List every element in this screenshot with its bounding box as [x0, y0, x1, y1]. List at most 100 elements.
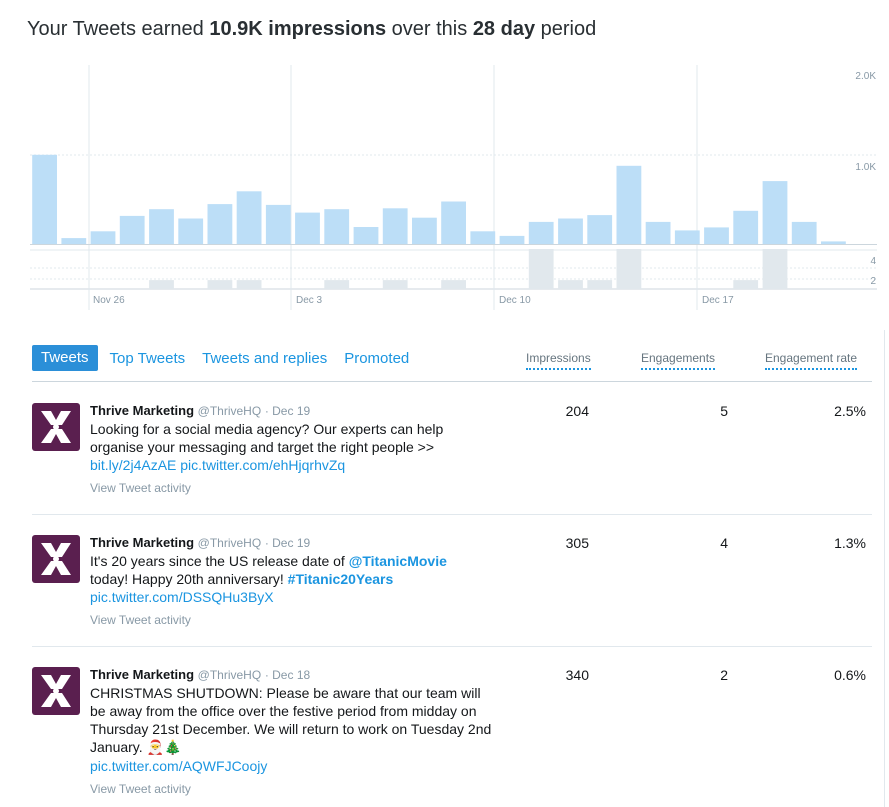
x-tick-label: Dec 17 — [702, 295, 734, 306]
tweet-text: Looking for a social media agency? Our e… — [90, 420, 495, 474]
impression-bar — [558, 218, 583, 244]
y-tick-label: 1.0K — [855, 162, 876, 173]
tweet-date[interactable]: · Dec 19 — [264, 404, 311, 418]
column-impressions[interactable]: Impressions — [526, 351, 591, 370]
thrive-logo-icon — [41, 543, 71, 575]
impression-bar — [645, 221, 671, 244]
engagement-rate-value: 0.6% — [834, 667, 866, 683]
avatar[interactable] — [32, 667, 80, 715]
author-handle[interactable]: @ThriveHQ — [197, 536, 262, 550]
tweet-row: Thrive Marketing @ThriveHQ · Dec 19 It's… — [32, 535, 872, 645]
engagement-bar — [236, 280, 262, 289]
impression-bar — [324, 209, 350, 245]
headline-impressions: 10.9K impressions — [209, 18, 387, 40]
x-tick-label: Dec 10 — [499, 295, 531, 306]
author-name[interactable]: Thrive Marketing — [90, 667, 195, 682]
mention-link[interactable]: @TitanicMovie — [348, 553, 447, 569]
impression-bar — [119, 215, 145, 244]
engagement-bar — [149, 280, 174, 289]
impression-bar — [704, 227, 729, 244]
tweet-content: Thrive Marketing @ThriveHQ · Dec 18 CHRI… — [90, 667, 495, 796]
impression-bar — [382, 208, 408, 244]
impression-bar — [470, 231, 496, 245]
headline-prefix: Your Tweets earned — [27, 18, 210, 40]
panel-border — [884, 330, 885, 807]
tweet-meta: Thrive Marketing @ThriveHQ · Dec 19 — [90, 403, 495, 419]
impression-bar — [528, 221, 554, 244]
hashtag-link[interactable]: #Titanic20Years — [287, 571, 394, 587]
tweet-body: CHRISTMAS SHUTDOWN: Please be aware that… — [90, 685, 492, 755]
tweet-media-link[interactable]: pic.twitter.com/AQWFJCoojy — [90, 758, 268, 774]
impression-bar — [412, 217, 437, 245]
impressions-chart: 2.0K 1.0K 4 2 Nov 26 Dec 3 Dec 10 Dec 17 — [30, 65, 877, 310]
author-name[interactable]: Thrive Marketing — [90, 535, 195, 550]
thrive-logo-icon — [41, 675, 71, 707]
header-divider — [32, 381, 872, 382]
column-engagements[interactable]: Engagements — [641, 351, 716, 370]
headline-period: 28 day — [472, 18, 536, 40]
impression-bar — [236, 191, 262, 244]
impression-bar — [616, 165, 642, 244]
tweet-row: Thrive Marketing @ThriveHQ · Dec 18 CHRI… — [32, 667, 872, 807]
impressions-headline: Your Tweets earned 10.9K impressions ove… — [27, 18, 596, 41]
headline-suffix: period — [535, 18, 597, 40]
engagement-bar — [528, 249, 554, 289]
row-divider — [32, 646, 872, 647]
avatar[interactable] — [32, 535, 80, 583]
impression-bar — [353, 227, 379, 244]
author-name[interactable]: Thrive Marketing — [90, 403, 195, 418]
tweet-body: Looking for a social media agency? Our e… — [90, 421, 444, 455]
thrive-logo-icon — [41, 411, 71, 443]
impression-bar — [441, 201, 466, 244]
engagement-bar — [762, 249, 788, 289]
tab-tweets-and-replies[interactable]: Tweets and replies — [202, 349, 328, 367]
tab-tweets[interactable]: Tweets — [32, 345, 98, 371]
engagement-bar — [207, 280, 233, 289]
engagements-value: 4 — [720, 535, 728, 551]
tweet-date[interactable]: · Dec 19 — [264, 536, 311, 550]
tweet-text: It's 20 years since the US release date … — [90, 552, 495, 606]
tweet-body-end: today! Happy 20th anniversary! — [90, 571, 288, 587]
tweet-tabs: Tweets Top Tweets Tweets and replies Pro… — [32, 345, 426, 371]
tweet-text: CHRISTMAS SHUTDOWN: Please be aware that… — [90, 684, 495, 775]
tab-top-tweets[interactable]: Top Tweets — [109, 349, 186, 367]
tweet-row: Thrive Marketing @ThriveHQ · Dec 19 Look… — [32, 403, 872, 513]
tweet-date[interactable]: · Dec 18 — [264, 668, 311, 682]
y-tick-label: 4 — [870, 256, 876, 267]
tweet-media-link[interactable]: pic.twitter.com/ehHjqrhvZq — [180, 457, 346, 473]
avatar[interactable] — [32, 403, 80, 451]
engagement-bar — [587, 280, 613, 289]
engagement-bar — [616, 249, 642, 289]
view-tweet-activity-link[interactable]: View Tweet activity — [90, 782, 191, 796]
impression-bar — [207, 204, 233, 245]
view-tweet-activity-link[interactable]: View Tweet activity — [90, 613, 191, 627]
view-tweet-activity-link[interactable]: View Tweet activity — [90, 481, 191, 495]
tab-promoted[interactable]: Promoted — [344, 349, 410, 367]
engagement-bar — [733, 280, 759, 289]
tweet-content: Thrive Marketing @ThriveHQ · Dec 19 It's… — [90, 535, 495, 627]
column-engagement-rate[interactable]: Engagement rate — [765, 351, 858, 370]
tweet-media-link[interactable]: pic.twitter.com/DSSQHu3ByX — [90, 589, 274, 605]
impression-bar — [90, 231, 116, 245]
impression-bar — [499, 235, 525, 244]
impression-bar — [821, 241, 846, 244]
y-tick-label: 2.0K — [855, 71, 876, 82]
engagement-bar — [558, 280, 583, 289]
impression-bar — [733, 210, 759, 244]
impression-bar — [61, 238, 87, 245]
x-tick-label: Nov 26 — [93, 295, 125, 306]
engagement-rate-value: 2.5% — [834, 403, 866, 419]
tweet-link[interactable]: bit.ly/2j4AzAE — [90, 457, 177, 473]
author-handle[interactable]: @ThriveHQ — [197, 404, 262, 418]
tweet-content: Thrive Marketing @ThriveHQ · Dec 19 Look… — [90, 403, 495, 495]
row-divider — [32, 514, 872, 515]
engagements-value: 5 — [720, 403, 728, 419]
engagement-rate-value: 1.3% — [834, 535, 866, 551]
impression-bar — [178, 218, 204, 244]
impression-bar — [265, 204, 291, 244]
tweet-meta: Thrive Marketing @ThriveHQ · Dec 19 — [90, 535, 495, 551]
tweet-body-start: It's 20 years since the US release date … — [90, 553, 349, 569]
author-handle[interactable]: @ThriveHQ — [197, 668, 262, 682]
impression-bar — [762, 181, 788, 244]
impressions-value: 204 — [565, 403, 589, 419]
